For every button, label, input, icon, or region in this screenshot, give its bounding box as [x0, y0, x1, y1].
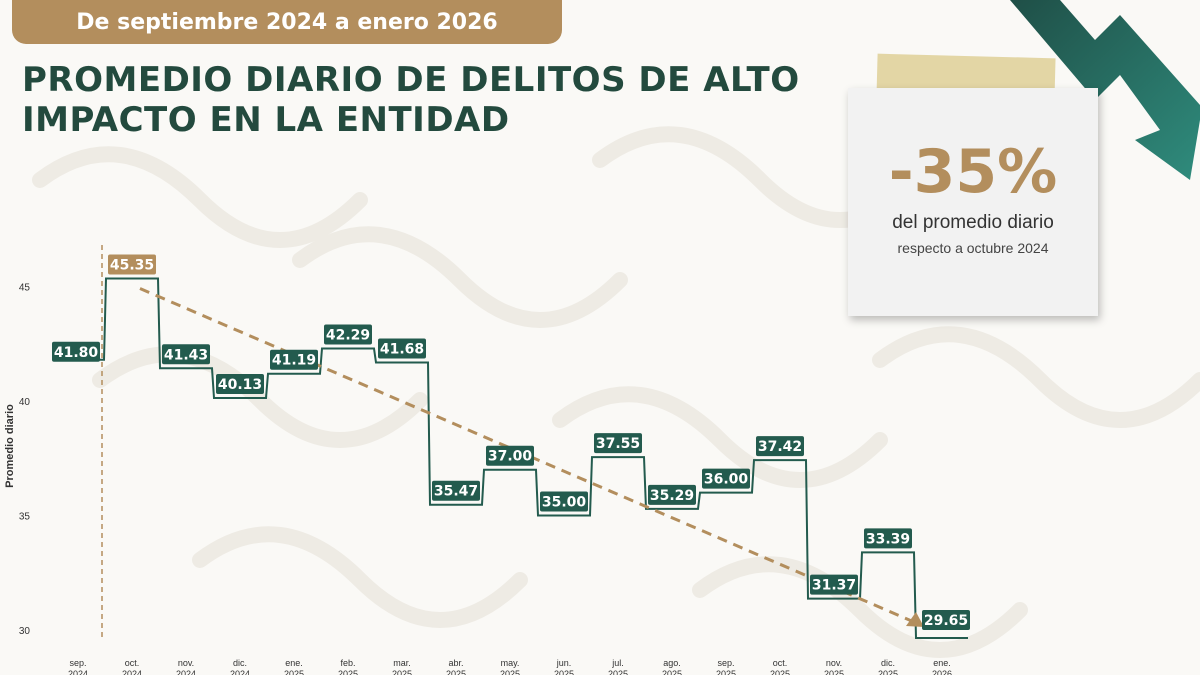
x-tick-year: 2024 [122, 669, 142, 675]
callout-card: -35% del promedio diario respecto a octu… [848, 88, 1098, 316]
data-label-box [540, 491, 588, 512]
down-arrow-icon [1010, 0, 1200, 180]
x-tick-year: 2025 [554, 669, 574, 675]
x-tick-month: feb. [340, 658, 355, 668]
data-label-box [702, 468, 750, 489]
data-label: 37.42 [758, 439, 802, 455]
x-tick-month: nov. [826, 658, 842, 668]
data-label: 37.55 [596, 436, 640, 452]
x-tick-month: oct. [125, 658, 140, 668]
data-label: 35.00 [542, 495, 587, 511]
data-label: 36.00 [704, 472, 749, 488]
data-label-box [432, 480, 480, 501]
data-label: 35.29 [650, 488, 694, 504]
title-line-1: PROMEDIO DIARIO DE DELITOS DE ALTO [22, 60, 800, 100]
data-label-box [52, 341, 100, 362]
x-tick-month: dic. [233, 658, 247, 668]
data-label: 35.47 [434, 484, 478, 500]
data-label: 37.00 [488, 449, 533, 465]
x-tick-year: 2025 [824, 669, 844, 675]
x-tick-year: 2025 [338, 669, 358, 675]
data-label: 41.68 [380, 342, 424, 358]
data-label-box [486, 445, 534, 466]
x-tick-year: 2025 [716, 669, 736, 675]
x-tick-month: ago. [663, 658, 681, 668]
x-tick-month: dic. [881, 658, 895, 668]
x-tick-month: ene. [933, 658, 951, 668]
y-tick-label: 45 [19, 283, 31, 294]
data-label: 29.65 [924, 613, 968, 629]
x-tick-year: 2024 [176, 669, 196, 675]
x-tick-year: 2026 [932, 669, 952, 675]
x-tick-year: 2025 [770, 669, 790, 675]
y-tick-label: 35 [19, 512, 31, 523]
data-label-box [648, 484, 696, 505]
data-label-box [108, 254, 156, 275]
data-label-box [864, 528, 912, 549]
y-tick-label: 30 [19, 626, 31, 637]
x-tick-month: oct. [773, 658, 788, 668]
x-tick-year: 2025 [446, 669, 466, 675]
data-label-box [270, 349, 318, 370]
x-tick-month: ene. [285, 658, 303, 668]
period-banner: De septiembre 2024 a enero 2026 [12, 0, 562, 44]
data-label: 41.80 [54, 345, 99, 361]
data-label: 31.37 [812, 578, 856, 594]
data-label: 41.43 [164, 347, 208, 363]
x-tick-month: nov. [178, 658, 194, 668]
trend-arrowhead [906, 612, 924, 628]
data-label-box [756, 436, 804, 457]
period-text: De septiembre 2024 a enero 2026 [76, 9, 498, 35]
x-tick-month: jun. [556, 658, 572, 668]
trend-dashed-line [139, 287, 915, 624]
x-tick-month: sep. [717, 658, 734, 668]
data-label: 40.13 [218, 377, 262, 393]
callout-line-2: respecto a octubre 2024 [897, 240, 1049, 256]
x-tick-year: 2025 [500, 669, 520, 675]
data-label: 41.19 [272, 353, 316, 369]
x-tick-year: 2025 [392, 669, 412, 675]
x-tick-year: 2024 [68, 669, 88, 675]
page-title: PROMEDIO DIARIO DE DELITOS DE ALTO IMPAC… [22, 60, 822, 140]
x-tick-month: may. [501, 658, 520, 668]
data-label: 45.35 [110, 257, 154, 273]
x-tick-year: 2025 [284, 669, 304, 675]
data-label-box [810, 574, 858, 595]
y-tick-label: 40 [19, 397, 31, 408]
series-step-line [76, 277, 968, 640]
callout-line-1: del promedio diario [892, 212, 1054, 233]
data-label-box [162, 344, 210, 365]
callout-value: -35% [888, 137, 1058, 207]
x-tick-year: 2025 [878, 669, 898, 675]
data-label: 42.29 [326, 328, 370, 344]
x-tick-year: 2025 [662, 669, 682, 675]
data-label: 33.39 [866, 531, 910, 547]
data-label-box [594, 433, 642, 454]
data-label-box [216, 374, 264, 395]
data-label-box [378, 338, 426, 359]
x-tick-year: 2025 [608, 669, 628, 675]
data-label-box [324, 324, 372, 345]
data-label-box [922, 610, 970, 631]
x-tick-month: jul. [611, 658, 624, 668]
x-tick-month: sep. [69, 658, 86, 668]
x-tick-year: 2024 [230, 669, 250, 675]
title-line-2: IMPACTO EN LA ENTIDAD [22, 100, 510, 140]
x-tick-month: abr. [448, 658, 463, 668]
x-tick-month: mar. [393, 658, 411, 668]
